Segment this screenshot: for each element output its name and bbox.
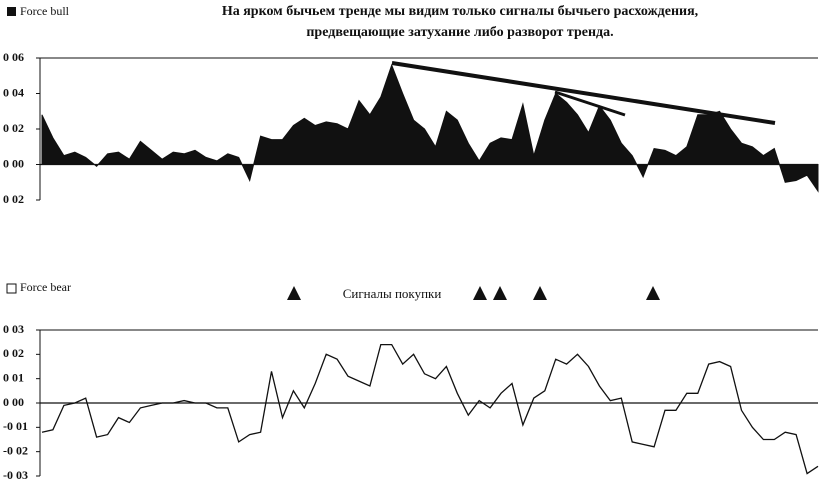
signal: [646, 286, 660, 300]
y-tick-label: 0 00: [3, 395, 24, 409]
y-tick-label: -0 01: [3, 419, 28, 433]
signal: [473, 286, 487, 300]
signal: [287, 286, 301, 300]
legend-swatch: [7, 7, 16, 16]
y-tick-label: 0 02: [3, 192, 24, 206]
y-tick-label: 0 06: [3, 50, 24, 64]
y-tick-label: -0 02: [3, 443, 28, 457]
trend-line: [554, 90, 626, 117]
signal: [493, 286, 507, 300]
y-tick-label: 0 00: [3, 156, 24, 170]
legend-swatch: [6, 283, 17, 294]
legend-label: Force bear: [20, 280, 71, 294]
line: [41, 343, 819, 475]
y-tick-label: 0 03: [3, 322, 24, 336]
area: [41, 63, 819, 193]
y-tick-label: 0 01: [3, 370, 24, 384]
y-tick-label: -0 03: [3, 468, 28, 482]
y-tick-label: 0 04: [3, 85, 24, 99]
y-tick-label: 0 02: [3, 346, 24, 360]
signal-markers: [287, 286, 660, 300]
trend-line: [391, 61, 776, 125]
chart-title: предвещающие затухание либо разворот тре…: [306, 25, 613, 40]
y-tick-label: 0 02: [3, 121, 24, 135]
legend-label: Force bull: [20, 4, 70, 18]
signal: [533, 286, 547, 300]
chart-title: На ярком бычьем тренде мы видим только с…: [222, 4, 698, 19]
annotation: Сигналы покупки: [343, 286, 442, 301]
